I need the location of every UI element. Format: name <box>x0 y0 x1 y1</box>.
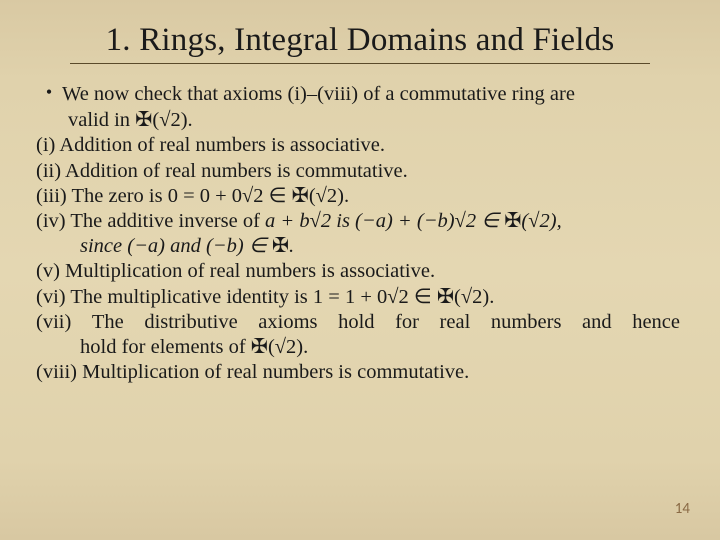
axiom-iv-part-b: a + b√2 is (−a) + (−b)√2 ∈ <box>265 210 504 232</box>
page-number: 14 <box>675 500 690 518</box>
axiom-iv-part-d: (√2), <box>521 210 561 232</box>
axiom-iv-line1: (iv) The additive inverse of a + b√2 is … <box>36 209 684 233</box>
axiom-vii-line2: hold for elements of ✠(√2). <box>36 335 684 359</box>
slide: 1. Rings, Integral Domains and Fields • … <box>0 0 720 540</box>
slide-title: 1. Rings, Integral Domains and Fields <box>36 22 684 59</box>
axiom-iv2-part-c: . <box>289 235 294 257</box>
axiom-iv2-part-a: since (−a) and (−b) ∈ <box>80 235 272 257</box>
bullet-mark: • <box>36 82 62 106</box>
axiom-iii: (iii) The zero is 0 = 0 + 0√2 ∈ ✠(√2). <box>36 184 684 208</box>
axiom-vi: (vi) The multiplicative identity is 1 = … <box>36 285 684 309</box>
axiom-iv-part-a: (iv) The additive inverse of <box>36 210 265 232</box>
bullet-item: • We now check that axioms (i)–(viii) of… <box>36 82 684 106</box>
slide-body: • We now check that axioms (i)–(viii) of… <box>36 82 684 384</box>
axiom-iv-line2: since (−a) and (−b) ∈ ✠. <box>36 234 684 258</box>
title-underline <box>70 63 650 64</box>
axiom-ii: (ii) Addition of real numbers is commuta… <box>36 159 684 183</box>
bullet-text-line1: We now check that axioms (i)–(viii) of a… <box>62 82 684 106</box>
axiom-iv-part-c: ✠ <box>504 210 521 232</box>
axiom-i: (i) Addition of real numbers is associat… <box>36 133 684 157</box>
axiom-v: (v) Multiplication of real numbers is as… <box>36 259 684 283</box>
axiom-vii-line1: (vii) The distributive axioms hold for r… <box>36 310 684 334</box>
bullet-text-line2: valid in ✠(√2). <box>36 108 684 132</box>
axiom-viii: (viii) Multiplication of real numbers is… <box>36 360 684 384</box>
axiom-iv2-part-b: ✠ <box>272 235 289 257</box>
